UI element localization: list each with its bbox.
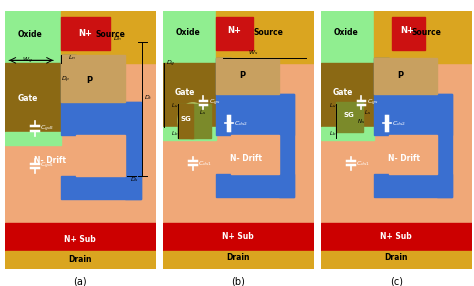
Text: N+: N+ (228, 26, 241, 35)
Bar (163, 11, 226, 63)
Text: $C_{ds2}$: $C_{ds2}$ (392, 119, 406, 128)
Text: Source: Source (254, 28, 283, 37)
Bar (231, 135, 279, 174)
Bar (279, 94, 294, 197)
Bar (321, 11, 384, 63)
Text: $L_n$: $L_n$ (68, 53, 76, 62)
Text: $C_{gd2}$: $C_{gd2}$ (40, 124, 55, 134)
Bar (126, 102, 140, 199)
Text: $C_{ds1}$: $C_{ds1}$ (198, 159, 212, 168)
Text: N+ Sub: N+ Sub (380, 232, 412, 241)
Text: P: P (398, 72, 404, 80)
Bar (216, 94, 294, 135)
Text: Drain: Drain (384, 253, 408, 262)
Text: Source: Source (95, 30, 125, 39)
Text: Gate: Gate (332, 88, 353, 97)
Bar (374, 174, 452, 197)
Text: $W_g$: $W_g$ (22, 55, 33, 65)
Bar (392, 17, 425, 50)
Bar (374, 94, 452, 135)
Text: Drain: Drain (68, 255, 92, 264)
Bar (76, 135, 126, 176)
Text: $N_s$: $N_s$ (357, 118, 365, 126)
Bar (321, 127, 374, 140)
Text: N+ Sub: N+ Sub (222, 232, 254, 241)
Bar (61, 102, 140, 135)
Bar (5, 11, 77, 63)
Bar (216, 58, 279, 94)
Text: $L_s$: $L_s$ (199, 108, 206, 117)
Bar (216, 17, 253, 50)
Text: $W_s$: $W_s$ (248, 48, 258, 57)
Text: N- Drift: N- Drift (34, 156, 66, 165)
Text: SG: SG (343, 112, 354, 118)
Text: Gate: Gate (174, 88, 195, 97)
Bar (163, 63, 216, 127)
Text: P: P (240, 72, 246, 80)
Text: (b): (b) (231, 276, 245, 286)
Text: $L_b$: $L_b$ (171, 129, 178, 138)
Text: $L_u$: $L_u$ (171, 101, 178, 110)
Bar (5, 132, 61, 145)
Bar (374, 58, 389, 94)
Bar (5, 63, 61, 132)
Bar (216, 11, 314, 63)
Text: $D_n$: $D_n$ (113, 34, 123, 43)
Ellipse shape (178, 103, 208, 139)
Text: Source: Source (411, 28, 441, 37)
Bar (178, 104, 211, 138)
Bar (178, 104, 193, 138)
Bar (5, 63, 155, 223)
Text: Oxide: Oxide (176, 28, 201, 37)
Bar (336, 102, 363, 132)
Text: $C_{ds2}$: $C_{ds2}$ (235, 119, 248, 128)
Text: $L_u$: $L_u$ (329, 101, 337, 110)
Text: $C_{gs}$: $C_{gs}$ (367, 98, 378, 108)
Text: $L_s$: $L_s$ (365, 108, 372, 117)
Bar (437, 94, 452, 197)
Text: Gate: Gate (18, 94, 38, 104)
Text: N+: N+ (79, 29, 92, 38)
Bar (321, 223, 472, 251)
Text: N+: N+ (401, 26, 414, 35)
Bar (163, 251, 314, 269)
Text: (a): (a) (73, 276, 87, 286)
Text: $C_{gs}$: $C_{gs}$ (209, 98, 220, 108)
Bar (216, 58, 231, 94)
Text: SG: SG (181, 116, 191, 122)
Text: (c): (c) (390, 276, 403, 286)
Text: P: P (86, 76, 92, 86)
Bar (61, 17, 110, 50)
Text: N- Drift: N- Drift (230, 154, 262, 163)
Bar (321, 251, 472, 269)
Bar (5, 223, 155, 251)
Bar (61, 55, 76, 102)
Text: Drain: Drain (227, 253, 250, 262)
Text: Oxide: Oxide (18, 30, 43, 39)
Text: $D_p$: $D_p$ (61, 75, 71, 85)
Text: $L_b$: $L_b$ (329, 129, 337, 138)
Text: $D_t$: $D_t$ (144, 93, 152, 102)
Bar (163, 63, 314, 223)
Bar (374, 58, 437, 94)
Bar (321, 63, 472, 223)
Bar (61, 11, 155, 63)
Text: N- Drift: N- Drift (388, 154, 420, 163)
Bar (61, 176, 140, 199)
Text: $C_{ds1}$: $C_{ds1}$ (356, 159, 370, 168)
Bar (163, 223, 314, 251)
Bar (61, 55, 126, 102)
Bar (389, 135, 437, 174)
Bar (5, 251, 155, 269)
Text: $C_{gd1}$: $C_{gd1}$ (40, 161, 55, 171)
Text: $D_s$: $D_s$ (130, 175, 139, 184)
Text: $D_g$: $D_g$ (166, 59, 175, 69)
Bar (216, 174, 294, 197)
Bar (374, 11, 472, 63)
Bar (321, 63, 374, 127)
Text: N+ Sub: N+ Sub (64, 235, 96, 244)
Text: Oxide: Oxide (334, 28, 359, 37)
Bar (163, 127, 216, 140)
